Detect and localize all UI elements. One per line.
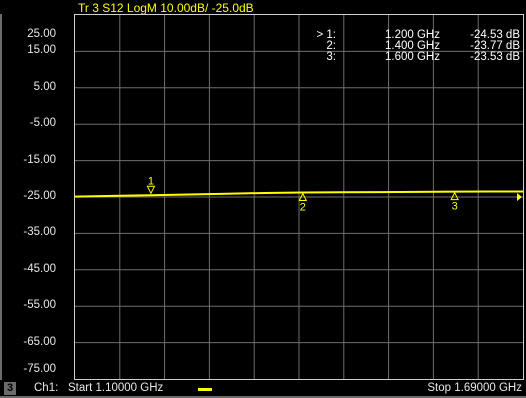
marker-index: 2: [326,40,336,52]
reference-level-arrow[interactable] [517,193,522,201]
marker-3[interactable]: 3 [450,191,459,213]
window-bottom-edge [0,396,526,398]
marker-triangle-icon [298,192,308,202]
y-tick-label: -5.00 [29,117,56,130]
start-frequency-label[interactable]: Start 1.10000 GHz [68,382,164,394]
y-tick-label: -75.00 [23,363,56,375]
plot-area[interactable]: 1 2 3 [74,14,524,380]
marker-label: 1 [148,175,154,187]
marker-value: -23.53 dB [470,51,520,63]
marker-index: 3: [326,51,336,63]
marker-frequency: 1.200 GHz [385,29,440,41]
y-tick-label: 15.00 [27,44,56,57]
marker-2[interactable]: 2 [298,192,308,214]
y-tick-label: 5.00 [33,80,56,93]
y-tick-label: -35.00 [23,226,56,239]
marker-frequency: 1.400 GHz [385,40,440,52]
y-tick-label: 25.00 [27,28,56,40]
chart-svg: 1 2 3 [75,15,523,379]
stop-frequency-label[interactable]: Stop 1.69000 GHz [427,382,522,394]
marker-frequency: 1.600 GHz [385,51,440,63]
y-tick-label: -45.00 [23,262,56,275]
y-tick-label: -15.00 [23,153,56,166]
marker-triangle-icon [146,185,156,195]
status-bar: 3 Ch1: Start 1.10000 GHz Stop 1.69000 GH… [0,380,526,398]
y-tick-label: -65.00 [23,335,56,348]
marker-index: > 1: [316,29,336,41]
window-left-edge [0,14,2,380]
marker-value: -24.53 dB [470,29,520,41]
channel-label: Ch1: [34,382,59,394]
title-bar: Tr 3 S12 LogM 10.00dB/ -25.0dB [0,0,526,15]
y-tick-label: -25.00 [23,190,56,202]
trace-title[interactable]: Tr 3 S12 LogM 10.00dB/ -25.0dB [78,1,254,15]
marker-label: 3 [452,201,458,213]
marker-1[interactable]: 1 [146,175,156,195]
marker-label: 2 [300,202,306,214]
y-tick-label: -55.00 [23,299,56,312]
trace-color-indicator [198,388,212,391]
marker-value: -23.77 dB [470,40,520,52]
trace-number-badge[interactable]: 3 [4,382,16,395]
marker-triangle-icon [450,191,459,201]
